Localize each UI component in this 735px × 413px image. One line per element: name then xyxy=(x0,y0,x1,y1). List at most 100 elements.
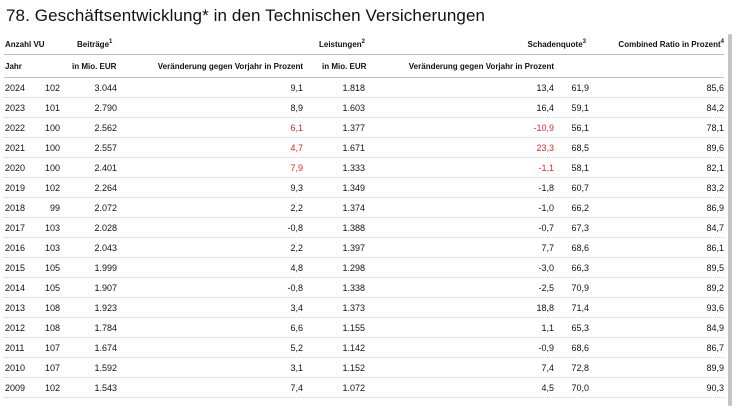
table-row: 2014 105 1.907 -0,8 1.338 -2,5 70,9 89,2 xyxy=(4,278,724,298)
cell-year: 2015 xyxy=(5,263,26,273)
cell-leistungen: 1.397 xyxy=(342,243,365,253)
table-row: 2019 102 2.264 9,3 1.349 -1,8 60,7 83,2 xyxy=(4,178,724,198)
table-row: 2021 100 2.557 4,7 1.671 23,3 68,5 89,6 xyxy=(4,138,724,158)
cell-beitraege-change: 9,1 xyxy=(290,83,303,93)
cell-schadenquote: 68,6 xyxy=(571,343,589,353)
cell-beitraege: 2.072 xyxy=(94,203,117,213)
cell-leistungen: 1.338 xyxy=(342,283,365,293)
cell-leistungen: 1.388 xyxy=(342,223,365,233)
cell-leistungen-change: -1,1 xyxy=(538,163,554,173)
cell-anzahl-vu: 102 xyxy=(44,383,60,393)
cell-schadenquote: 59,1 xyxy=(571,103,589,113)
cell-leistungen: 1.603 xyxy=(342,103,365,113)
cell-year: 2022 xyxy=(5,123,26,133)
cell-year: 2024 xyxy=(5,83,26,93)
vertical-scrollbar[interactable] xyxy=(728,34,732,406)
cell-leistungen: 1.374 xyxy=(342,203,365,213)
cell-beitraege: 2.264 xyxy=(94,183,117,193)
cell-schadenquote: 68,5 xyxy=(571,143,589,153)
cell-beitraege-change: -0,8 xyxy=(287,223,303,233)
cell-leistungen-change: 7,7 xyxy=(541,243,554,253)
cell-leistungen: 1.142 xyxy=(342,343,365,353)
cell-beitraege-change: 6,6 xyxy=(290,323,303,333)
cell-leistungen: 1.155 xyxy=(342,323,365,333)
cell-schadenquote: 61,9 xyxy=(571,83,589,93)
table-row: 2020 100 2.401 7,9 1.333 -1,1 58,1 82,1 xyxy=(4,158,724,178)
cell-anzahl-vu: 102 xyxy=(44,183,60,193)
cell-schadenquote: 65,3 xyxy=(571,323,589,333)
cell-anzahl-vu: 108 xyxy=(44,303,60,313)
cell-schadenquote: 70,9 xyxy=(571,283,589,293)
cell-anzahl-vu: 100 xyxy=(44,143,60,153)
cell-leistungen: 1.818 xyxy=(342,83,365,93)
cell-leistungen-change: 1,1 xyxy=(541,323,554,333)
cell-leistungen-change: 18,8 xyxy=(536,303,554,313)
table-row: 2018 99 2.072 2,2 1.374 -1,0 66,2 86,9 xyxy=(4,198,724,218)
cell-beitraege: 2.790 xyxy=(94,103,117,113)
cell-schadenquote: 58,1 xyxy=(571,163,589,173)
cell-year: 2019 xyxy=(5,183,26,193)
cell-year: 2011 xyxy=(5,343,25,353)
cell-leistungen-change: 16,4 xyxy=(536,103,554,113)
cell-year: 2018 xyxy=(5,203,26,213)
cell-beitraege-change: 3,4 xyxy=(290,303,303,313)
cell-year: 2016 xyxy=(5,243,26,253)
cell-combined-ratio: 86,1 xyxy=(706,243,724,253)
cell-beitraege: 3.044 xyxy=(94,83,117,93)
table-row: 2011 107 1.674 5,2 1.142 -0,9 68,6 86,7 xyxy=(4,338,724,358)
header-beitraege-change: Veränderung gegen Vorjahr in Prozent xyxy=(157,62,303,71)
cell-year: 2009 xyxy=(5,383,26,393)
header-beitraege-unit: in Mio. EUR xyxy=(72,62,117,71)
cell-beitraege: 1.907 xyxy=(94,283,117,293)
table-body: 2024 102 3.044 9,1 1.818 13,4 61,9 85,6 2023 101 2… xyxy=(4,78,724,398)
cell-schadenquote: 70,0 xyxy=(571,383,589,393)
cell-leistungen: 1.377 xyxy=(342,123,365,133)
cell-year: 2013 xyxy=(5,303,26,313)
table-header-row-2: Jahr in Mio. EUR Veränderung gegen Vorja… xyxy=(4,55,724,78)
header-jahr: Jahr xyxy=(5,62,22,71)
cell-beitraege-change: 5,2 xyxy=(290,343,303,353)
cell-combined-ratio: 82,1 xyxy=(706,163,724,173)
table-row: 2013 108 1.923 3,4 1.373 18,8 71,4 93,6 xyxy=(4,298,724,318)
cell-anzahl-vu: 102 xyxy=(44,83,60,93)
cell-anzahl-vu: 108 xyxy=(44,323,60,333)
cell-year: 2012 xyxy=(5,323,26,333)
table-header-row-1: Anzahl VU Beiträge1 Leistungen2 Schadenq… xyxy=(4,35,724,55)
cell-anzahl-vu: 101 xyxy=(44,103,60,113)
cell-beitraege: 1.543 xyxy=(94,383,117,393)
cell-beitraege-change: 2,2 xyxy=(290,243,303,253)
cell-combined-ratio: 84,9 xyxy=(706,323,724,333)
cell-schadenquote: 60,7 xyxy=(571,183,589,193)
cell-year: 2023 xyxy=(5,103,26,113)
cell-leistungen: 1.671 xyxy=(342,143,365,153)
cell-leistungen: 1.333 xyxy=(342,163,365,173)
cell-beitraege: 1.923 xyxy=(94,303,117,313)
header-schadenquote: Schadenquote3 xyxy=(527,39,586,49)
header-leistungen-unit: in Mio. EUR xyxy=(322,62,367,71)
cell-schadenquote: 72,8 xyxy=(571,363,589,373)
cell-beitraege-change: 7,9 xyxy=(290,163,303,173)
cell-combined-ratio: 93,6 xyxy=(706,303,724,313)
cell-combined-ratio: 78,1 xyxy=(706,123,724,133)
cell-schadenquote: 68,6 xyxy=(571,243,589,253)
table-row: 2024 102 3.044 9,1 1.818 13,4 61,9 85,6 xyxy=(4,78,724,98)
table-row: 2010 107 1.592 3,1 1.152 7,4 72,8 89,9 xyxy=(4,358,724,378)
cell-schadenquote: 67,3 xyxy=(571,223,589,233)
cell-combined-ratio: 83,2 xyxy=(706,183,724,193)
cell-anzahl-vu: 99 xyxy=(49,203,60,213)
cell-year: 2014 xyxy=(5,283,26,293)
cell-leistungen-change: 7,4 xyxy=(541,363,554,373)
cell-combined-ratio: 90,3 xyxy=(706,383,724,393)
data-table: Anzahl VU Beiträge1 Leistungen2 Schadenq… xyxy=(4,35,724,398)
cell-anzahl-vu: 107 xyxy=(44,363,60,373)
cell-combined-ratio: 86,9 xyxy=(706,203,724,213)
cell-anzahl-vu: 100 xyxy=(44,123,60,133)
cell-leistungen: 1.298 xyxy=(342,263,365,273)
cell-combined-ratio: 89,9 xyxy=(706,363,724,373)
cell-beitraege-change: 8,9 xyxy=(290,103,303,113)
cell-beitraege-change: 4,7 xyxy=(290,143,303,153)
header-anzahl-vu: Anzahl VU xyxy=(5,40,45,49)
cell-anzahl-vu: 105 xyxy=(44,283,60,293)
cell-beitraege: 2.043 xyxy=(94,243,117,253)
cell-combined-ratio: 89,6 xyxy=(706,143,724,153)
